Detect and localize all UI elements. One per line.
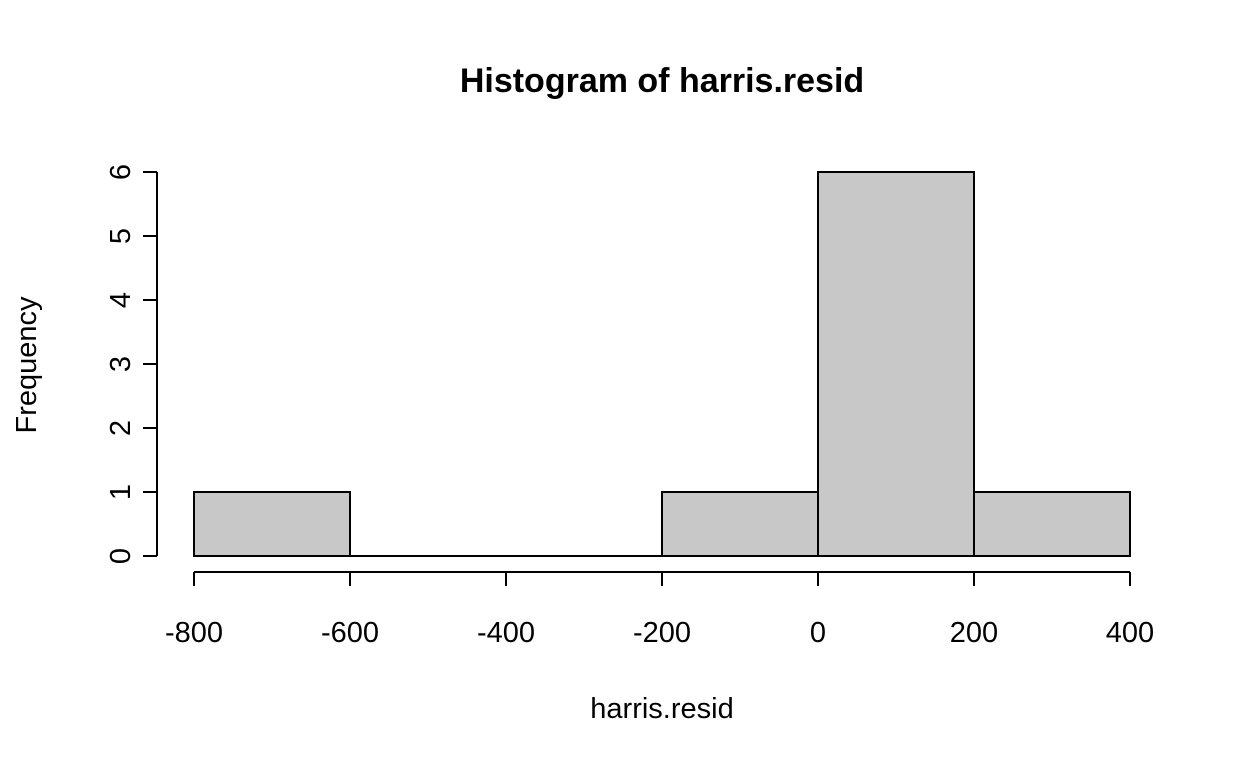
x-axis-label: harris.resid [590,693,733,725]
y-axis: 0 1 2 3 4 5 6 [105,164,158,564]
plot-area: 0 1 2 3 4 5 6 -800 -600 -400 -200 0 200 400 [105,164,1154,649]
x-tick-label--600: -600 [321,617,379,649]
y-tick-label-0: 0 [105,548,137,564]
histogram-bar-5 [973,491,1131,557]
x-tick-label-0: 0 [810,617,826,649]
x-tick-label-200: 200 [950,617,998,649]
histogram-bar-4 [817,171,975,557]
histogram-bar-0 [193,491,351,557]
y-tick-label-1: 1 [105,484,137,500]
x-axis: -800 -600 -400 -200 0 200 400 [165,571,1154,649]
y-tick-label-6: 6 [105,164,137,180]
x-tick-label--800: -800 [165,617,223,649]
y-tick-label-2: 2 [105,420,137,436]
histogram-bar-3 [661,491,819,557]
x-tick-label--200: -200 [633,617,691,649]
bars-group [193,171,1131,557]
chart-title: Histogram of harris.resid [460,62,864,100]
x-tick-label--400: -400 [477,617,535,649]
x-tick-label-400: 400 [1106,617,1154,649]
y-tick-label-4: 4 [105,292,137,308]
y-tick-label-3: 3 [105,356,137,372]
y-axis-label: Frequency [11,296,43,434]
y-tick-label-5: 5 [105,228,137,244]
